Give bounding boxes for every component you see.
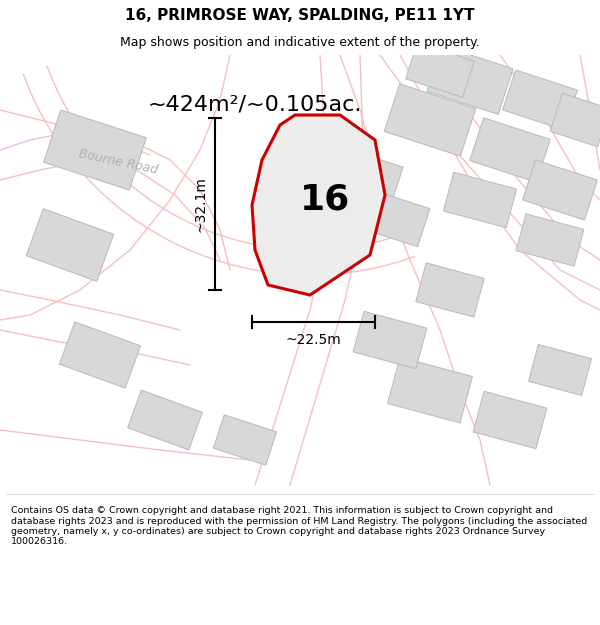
- Polygon shape: [406, 42, 475, 98]
- Text: Contains OS data © Crown copyright and database right 2021. This information is : Contains OS data © Crown copyright and d…: [11, 506, 587, 546]
- Polygon shape: [252, 115, 385, 295]
- Polygon shape: [427, 46, 513, 114]
- Polygon shape: [128, 390, 202, 450]
- Polygon shape: [529, 344, 592, 396]
- Polygon shape: [353, 311, 427, 369]
- Text: ~424m²/~0.105ac.: ~424m²/~0.105ac.: [148, 95, 362, 115]
- Polygon shape: [44, 110, 146, 190]
- Text: 16, PRIMROSE WAY, SPALDING, PE11 1YT: 16, PRIMROSE WAY, SPALDING, PE11 1YT: [125, 8, 475, 23]
- Text: 16: 16: [300, 183, 350, 217]
- Polygon shape: [384, 84, 476, 156]
- Text: Map shows position and indicative extent of the property.: Map shows position and indicative extent…: [120, 36, 480, 49]
- Polygon shape: [388, 357, 472, 423]
- Polygon shape: [370, 193, 430, 247]
- Polygon shape: [473, 391, 547, 449]
- Polygon shape: [443, 173, 517, 228]
- Polygon shape: [523, 160, 598, 220]
- Text: Bourne Road: Bourne Road: [77, 148, 159, 177]
- Polygon shape: [550, 93, 600, 147]
- Polygon shape: [337, 150, 403, 210]
- Polygon shape: [416, 263, 484, 317]
- Text: ~22.5m: ~22.5m: [286, 333, 341, 347]
- Polygon shape: [470, 118, 550, 182]
- Polygon shape: [516, 214, 584, 266]
- Text: Primrose Way: Primrose Way: [279, 179, 317, 261]
- Polygon shape: [59, 322, 140, 388]
- Polygon shape: [503, 70, 577, 130]
- Text: ~32.1m: ~32.1m: [194, 176, 208, 232]
- Polygon shape: [26, 209, 114, 281]
- Polygon shape: [214, 415, 277, 465]
